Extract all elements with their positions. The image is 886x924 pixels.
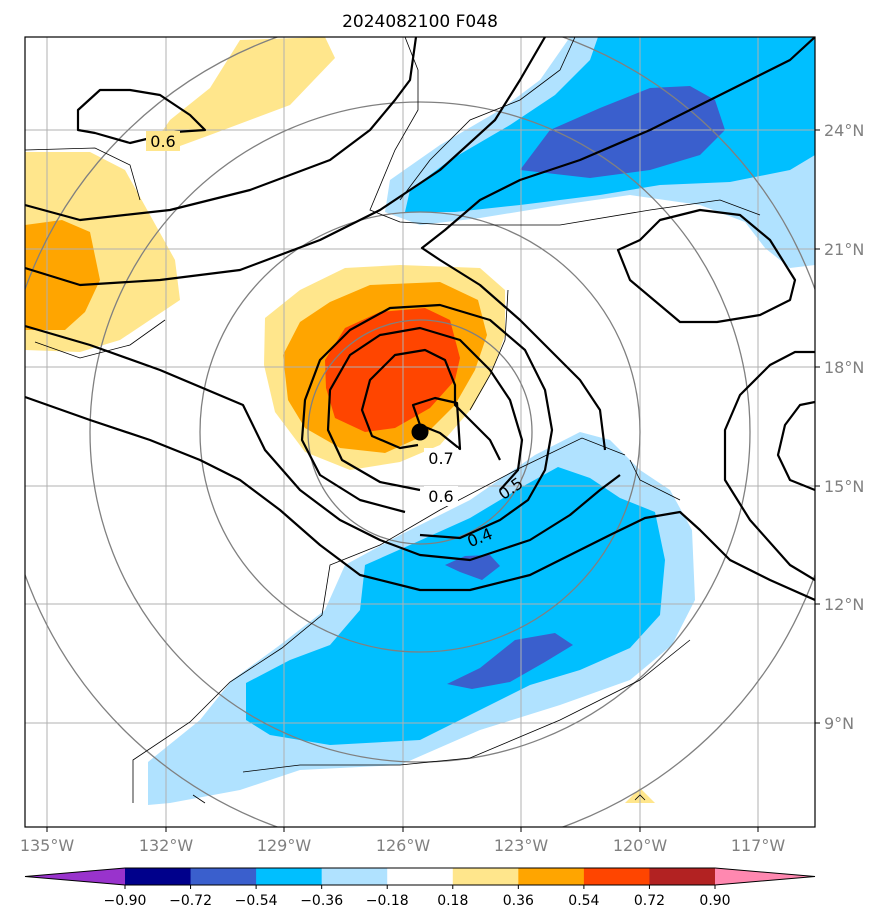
colorbar-swatch bbox=[518, 868, 585, 885]
shade-blue-s bbox=[246, 467, 665, 745]
y-tick-label: 21°N bbox=[824, 240, 864, 259]
y-tick-label: 9°N bbox=[824, 714, 854, 733]
colorbar-label: −0.72 bbox=[169, 893, 212, 909]
x-tick-label: 117°W bbox=[731, 836, 786, 855]
shade-dark-blue-s2 bbox=[447, 633, 573, 689]
y-tick-label: 15°N bbox=[824, 477, 864, 496]
x-tick-label: 126°W bbox=[376, 836, 431, 855]
x-tick-label: 135°W bbox=[20, 836, 75, 855]
colorbar: −0.90 −0.72 −0.54 −0.36 −0.18 0.18 0.36 0.54 0.7… bbox=[24, 867, 816, 909]
colorbar-label: −0.36 bbox=[300, 893, 343, 909]
colorbar-swatch bbox=[387, 868, 454, 885]
shade-yellow-north bbox=[152, 37, 335, 146]
thick-contours bbox=[25, 37, 815, 602]
chart-title: 2024082100 F048 bbox=[342, 12, 498, 32]
colorbar-label: −0.90 bbox=[104, 893, 147, 909]
contour-label-0.6: 0.6 bbox=[428, 487, 453, 506]
colorbar-label: −0.18 bbox=[366, 893, 409, 909]
y-tick-label: 24°N bbox=[824, 121, 864, 140]
x-tick-label: 123°W bbox=[494, 836, 549, 855]
colorbar-swatch bbox=[649, 868, 716, 885]
contour-label-0.7: 0.7 bbox=[428, 449, 453, 468]
colorbar-extend-high bbox=[715, 868, 815, 885]
y-tick-label: 18°N bbox=[824, 358, 864, 377]
x-axis: 135°W 132°W 129°W 126°W 123°W 120°W 117°… bbox=[20, 827, 786, 855]
shade-dark-blue-s1 bbox=[445, 555, 500, 580]
colorbar-swatch bbox=[452, 868, 519, 885]
y-tick-label: 12°N bbox=[824, 595, 864, 614]
latlon-grid bbox=[25, 37, 815, 827]
colorbar-label: −0.54 bbox=[235, 893, 278, 909]
colorbar-label: 0.90 bbox=[699, 893, 730, 909]
x-tick-label: 120°W bbox=[613, 836, 668, 855]
colorbar-label: 0.18 bbox=[437, 893, 468, 909]
colorbar-swatch bbox=[190, 868, 257, 885]
shade-dark-blue-ne bbox=[520, 86, 725, 178]
shade-orange-west bbox=[25, 220, 100, 330]
contour-label-0.6-north: 0.6 bbox=[150, 132, 175, 151]
colorbar-swatch bbox=[583, 868, 650, 885]
thin-outlines bbox=[25, 37, 761, 804]
colorbar-label: 0.72 bbox=[634, 893, 665, 909]
colorbar-label: 0.54 bbox=[568, 893, 599, 909]
colorbar-swatch bbox=[125, 868, 192, 885]
map-frame bbox=[24, 36, 816, 828]
colorbar-swatch bbox=[256, 868, 323, 885]
range-rings bbox=[25, 37, 815, 827]
x-tick-label: 129°W bbox=[257, 836, 312, 855]
map-area: 0.6 0.7 0.6 0.5 0.4 bbox=[25, 37, 815, 827]
storm-center-marker bbox=[411, 423, 429, 441]
y-axis: 24°N 21°N 18°N 15°N 12°N 9°N bbox=[815, 121, 864, 733]
colorbar-extend-low bbox=[25, 868, 125, 885]
colorbar-swatch bbox=[321, 868, 388, 885]
x-tick-label: 132°W bbox=[139, 836, 194, 855]
colorbar-label: 0.36 bbox=[503, 893, 534, 909]
contour-label-bg bbox=[146, 131, 180, 151]
contour-label-bg bbox=[424, 448, 458, 468]
contour-label-bg bbox=[424, 486, 458, 506]
